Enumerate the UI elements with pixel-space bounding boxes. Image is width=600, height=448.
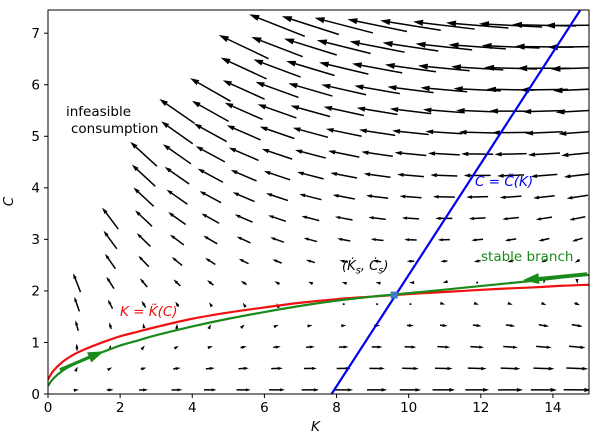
x-tick-label: 4: [188, 400, 197, 416]
red-locus-label: K = K̃(C): [120, 304, 178, 320]
red-locus-curve: [48, 283, 589, 381]
blue-locus-line: [330, 10, 582, 394]
steady-state-marker: [390, 291, 398, 299]
x-tick-label: 14: [544, 400, 561, 416]
x-tick-label: 10: [400, 400, 417, 416]
steady-state-label-c: , Ċ: [360, 259, 379, 274]
y-tick-label: 4: [31, 181, 40, 197]
x-tick-label: 8: [332, 400, 341, 416]
y-tick-label: 0: [31, 387, 40, 403]
y-tick-label: 7: [31, 26, 40, 42]
steady-state-label-sub2: s: [378, 265, 384, 277]
x-tick-label: 0: [44, 400, 53, 416]
infeasible-line2: consumption: [71, 121, 159, 137]
steady-state-label-close: ): [383, 259, 389, 274]
x-tick-label: 6: [260, 400, 269, 416]
vector-field: [73, 14, 589, 392]
steady-state-label: (K̇s, Ċs): [342, 258, 389, 277]
y-tick-label: 6: [31, 78, 40, 94]
steady-state-label-k: (K̇: [342, 259, 356, 274]
y-tick-label: 3: [31, 232, 40, 248]
y-axis-label: C: [1, 196, 18, 207]
axes-spines: [47, 9, 590, 395]
flow-arrow-lower-branch-direction: [59, 351, 104, 372]
stable-branch-curve: [48, 273, 589, 387]
infeasible-consumption-label: infeasible consumption: [66, 104, 158, 138]
infeasible-line1: infeasible: [66, 104, 132, 120]
x-tick-label: 2: [116, 400, 125, 416]
steady-state-label-sub1: s: [355, 265, 361, 277]
y-tick-label: 1: [31, 335, 40, 351]
y-tick-label: 5: [31, 129, 40, 145]
y-tick-label: 2: [31, 284, 40, 300]
x-tick-label: 12: [472, 400, 489, 416]
blue-locus-label: C = C̃(K): [475, 174, 534, 190]
flow-arrow-upper-branch-direction: [522, 272, 588, 285]
x-axis-label: K: [311, 419, 320, 435]
stable-branch-label: stable branch: [481, 249, 574, 265]
